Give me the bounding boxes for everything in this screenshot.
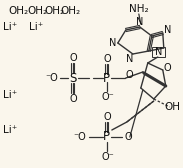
Text: O⁻: O⁻ (102, 152, 114, 162)
Text: O⁻: O⁻ (102, 92, 114, 102)
Text: N: N (136, 17, 143, 27)
Text: S: S (69, 72, 77, 85)
Text: O: O (125, 70, 133, 80)
Text: N: N (155, 47, 163, 57)
Text: O: O (164, 63, 172, 73)
Text: ⁻O: ⁻O (46, 73, 58, 83)
Text: O: O (69, 94, 77, 104)
Text: NH₂: NH₂ (129, 4, 149, 14)
Text: ⁻O: ⁻O (74, 132, 86, 142)
FancyBboxPatch shape (152, 47, 165, 57)
Text: Li⁺: Li⁺ (29, 22, 43, 32)
Text: OH₂: OH₂ (61, 6, 81, 16)
Text: N: N (164, 25, 171, 35)
Text: Li⁺: Li⁺ (3, 90, 17, 100)
Text: N: N (109, 38, 117, 48)
Text: Li⁺: Li⁺ (3, 125, 17, 135)
Text: O: O (103, 54, 111, 64)
Text: OH₂: OH₂ (27, 6, 47, 16)
Text: P: P (103, 72, 110, 85)
Text: OH₂: OH₂ (45, 6, 65, 16)
Text: O: O (103, 112, 111, 122)
Text: P: P (103, 131, 110, 143)
Text: OH₂: OH₂ (8, 6, 28, 16)
Text: N: N (126, 54, 134, 64)
Text: O: O (124, 132, 132, 142)
Text: Li⁺: Li⁺ (3, 22, 17, 32)
Text: O: O (69, 53, 77, 63)
Text: OH: OH (165, 102, 181, 112)
